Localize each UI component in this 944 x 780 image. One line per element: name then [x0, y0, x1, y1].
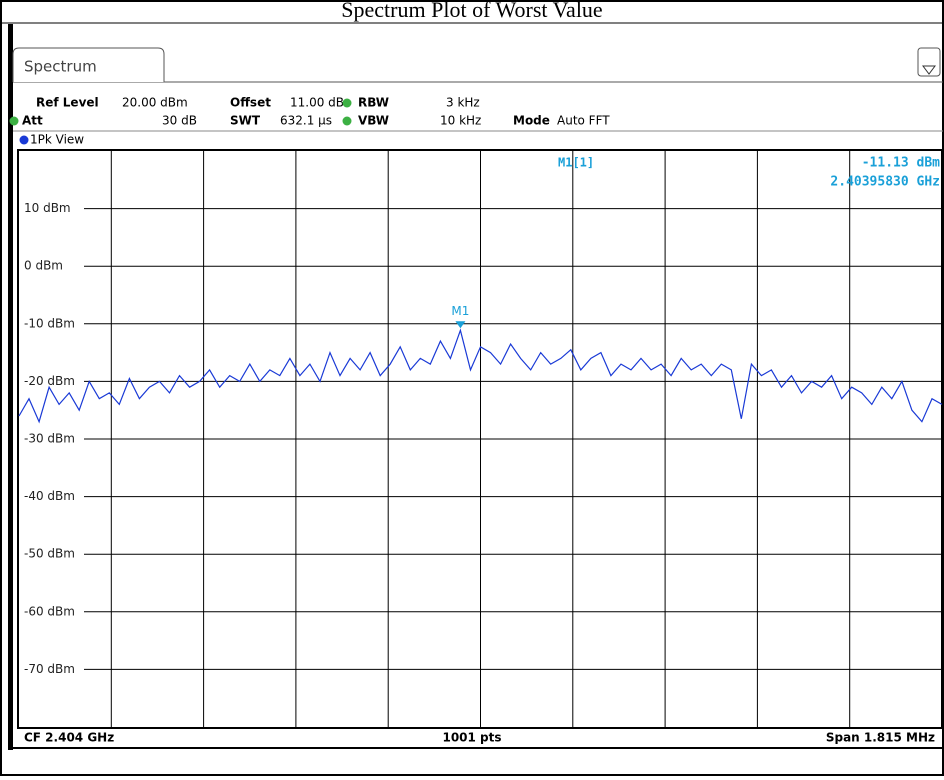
y-tick-label: -70 dBm — [24, 662, 75, 676]
marker-frequency: 2.40395830 GHz — [830, 175, 940, 190]
setting-label: Offset — [230, 96, 271, 110]
y-tick-label: 10 dBm — [24, 201, 71, 215]
setting-label: RBW — [358, 96, 389, 110]
y-tick-label: -60 dBm — [24, 604, 75, 618]
status-dot — [9, 116, 19, 126]
footer-points: 1001 pts — [442, 731, 501, 745]
view-label: 1Pk View — [30, 133, 84, 147]
left-bar — [8, 24, 13, 750]
marker-value: -11.13 dBm — [862, 156, 940, 171]
menu-icon — [922, 65, 936, 75]
marker-readout: M1[1] — [558, 156, 594, 170]
y-tick-label: -50 dBm — [24, 547, 75, 561]
setting-value: 632.1 µs — [280, 114, 332, 128]
setting-label: VBW — [358, 114, 389, 128]
setting-value: 11.00 dB — [290, 96, 344, 110]
footer-span: Span 1.815 MHz — [826, 731, 935, 745]
setting-label: Mode — [513, 114, 550, 128]
trace — [18, 328, 943, 424]
status-dot — [342, 116, 352, 126]
page-title: Spectrum Plot of Worst Value — [341, 0, 602, 22]
y-tick-label: -10 dBm — [24, 316, 75, 330]
setting-label: SWT — [230, 114, 261, 128]
setting-label: Att — [22, 114, 43, 128]
status-dot — [342, 98, 352, 108]
y-tick-label: -20 dBm — [24, 374, 75, 388]
y-tick-label: -40 dBm — [24, 489, 75, 503]
tab[interactable] — [12, 47, 165, 82]
y-tick-label: 0 dBm — [24, 259, 63, 273]
setting-value: Auto FFT — [557, 114, 610, 128]
marker-label: M1 — [451, 304, 469, 318]
tab-label[interactable]: Spectrum — [24, 58, 97, 76]
footer-cf: CF 2.404 GHz — [24, 731, 114, 745]
setting-value: 20.00 dBm — [122, 96, 188, 110]
y-tick-label: -30 dBm — [24, 432, 75, 446]
menu-button[interactable] — [917, 47, 941, 77]
setting-value: 10 kHz — [440, 114, 481, 128]
marker — [455, 321, 466, 329]
setting-value: 30 dB — [162, 114, 197, 128]
setting-label: Ref Level — [36, 96, 99, 110]
setting-value: 3 kHz — [446, 96, 480, 110]
view-dot — [19, 135, 29, 145]
